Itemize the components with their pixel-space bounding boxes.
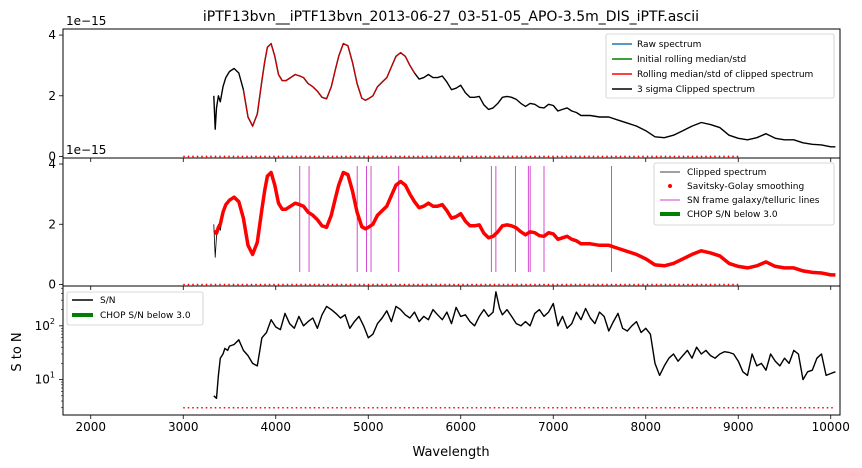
spectrum-series — [213, 291, 836, 399]
panel-2-legend-box — [653, 162, 835, 226]
x-tick-label: 8000 — [630, 420, 661, 434]
axes-frame — [62, 285, 841, 416]
x-tick-label: 7000 — [538, 420, 569, 434]
panel-3-legend: S/N CHOP S/N below 3.0 — [66, 291, 204, 326]
savgol-series — [213, 170, 836, 277]
y-tick-label: 2 — [48, 217, 56, 231]
x-tick-label: 10000 — [812, 420, 850, 434]
y-tick-label: 0 — [48, 149, 56, 163]
rolling-median-series — [242, 42, 416, 128]
y-tick-label: 101 — [35, 371, 55, 387]
x-tick-label: 5000 — [353, 420, 384, 434]
plot-layer-3: 2000 3000 4000 5000 6000 7000 8000 9000 10000 101… — [35, 285, 850, 434]
snr-ylabel: S to N — [10, 332, 25, 371]
legend-label-snr-chop: CHOP S/N below 3.0 — [100, 311, 191, 321]
panel-1-legend-box — [605, 33, 835, 99]
y-tick-label: 0 — [48, 277, 56, 291]
legend-label-rolling: Rolling median/std of clipped spectrum — [637, 70, 813, 80]
panel-2-offset-label: 1e−15 — [66, 143, 106, 157]
panel-1-legend: Raw spectrum Initial rolling median/std … — [605, 33, 835, 99]
x-tick-label: 9000 — [723, 420, 754, 434]
legend-label-savgol: Savitsky-Golay smoothing — [687, 182, 804, 192]
spectrum-panel: 1e−15 0 2 4 Raw spectrum Initial rolling m… — [48, 14, 841, 163]
legend-label-lines: SN frame galaxy/telluric lines — [687, 196, 820, 206]
panel-2-legend: Clipped spectrum Savitsky-Golay smoothin… — [653, 162, 835, 226]
x-tick-label: 4000 — [260, 420, 291, 434]
y-tick-label: 4 — [48, 157, 56, 171]
legend-label-initial: Initial rolling median/std — [637, 55, 746, 65]
x-tick-label: 6000 — [445, 420, 476, 434]
smoothing-panel: 1e−15 0 2 4 Clipped spectrum Savitsky-Gola… — [48, 143, 841, 291]
legend-label-raw: Raw spectrum — [637, 40, 701, 50]
figure-title: iPTF13bvn__iPTF13bvn_2013-06-27_03-51-05… — [203, 9, 699, 25]
panel-3-legend-box — [66, 291, 204, 326]
x-tick-label: 3000 — [168, 420, 199, 434]
x-axis-label: Wavelength — [412, 445, 489, 460]
y-tick-label: 4 — [48, 28, 56, 42]
legend-label-clipped: 3 sigma Clipped spectrum — [637, 85, 755, 95]
legend-label-clipped-spectrum: Clipped spectrum — [687, 168, 766, 178]
legend-label-snr: S/N — [100, 296, 115, 306]
y-tick-label: 2 — [48, 89, 56, 103]
x-tick-label: 2000 — [75, 420, 106, 434]
y-tick-label: 102 — [35, 317, 55, 333]
legend-swatch-savgol — [668, 184, 672, 188]
legend-label-chop: CHOP S/N below 3.0 — [687, 210, 778, 220]
snr-panel: S to N Wavelength 2000 3000 4000 5000 6000 70… — [10, 285, 850, 460]
panel-1-offset-label: 1e−15 — [66, 14, 106, 28]
